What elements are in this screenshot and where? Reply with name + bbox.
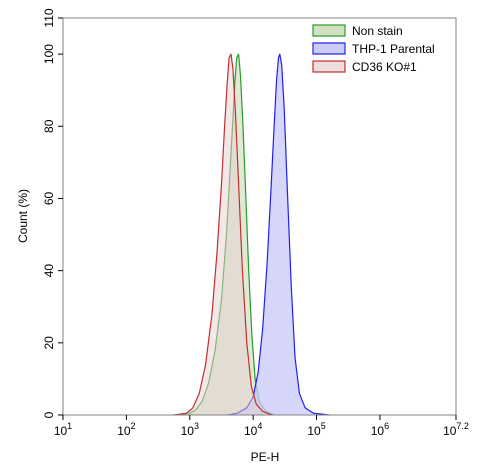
legend: Non stain THP-1 Parental CD36 KO#1 (312, 24, 435, 74)
y-tick-label: 40 (42, 264, 56, 278)
y-tick-label: 60 (42, 191, 56, 205)
y-tick-label: 110 (42, 8, 56, 27)
y-axis: 0 20 40 60 80 100 110 (42, 8, 63, 418)
x-axis: 101 102 103 104 105 106 107.2 (54, 415, 469, 438)
x-tick-label: 106 (371, 421, 389, 438)
legend-swatch-2 (312, 60, 346, 73)
x-tick-label: 104 (244, 421, 262, 438)
series-layer (173, 53, 330, 416)
y-axis-title: Count (%) (16, 189, 30, 243)
y-tick-label: 80 (42, 119, 56, 133)
legend-swatch-1 (312, 42, 346, 55)
series-line-1 (227, 53, 330, 416)
series-area-1 (227, 54, 330, 415)
x-tick-label: 101 (54, 421, 72, 438)
x-tick-label: 102 (117, 421, 135, 438)
legend-label-0: Non stain (352, 24, 403, 38)
x-tick-label: 107.2 (443, 421, 469, 438)
legend-label-2: CD36 KO#1 (352, 60, 417, 74)
x-axis-title: PE-H (251, 450, 280, 464)
series-area-0 (177, 54, 276, 415)
y-tick-label: 20 (42, 336, 56, 350)
legend-label-1: THP-1 Parental (352, 42, 435, 56)
plot-area-frame (62, 17, 457, 416)
series-line-2 (173, 53, 273, 416)
series-area-2 (173, 54, 273, 415)
x-tick-label: 105 (307, 421, 325, 438)
x-tick-label: 103 (181, 421, 199, 438)
y-tick-label: 100 (42, 44, 56, 64)
legend-swatch-0 (312, 24, 346, 37)
y-tick-label: 0 (42, 411, 56, 418)
